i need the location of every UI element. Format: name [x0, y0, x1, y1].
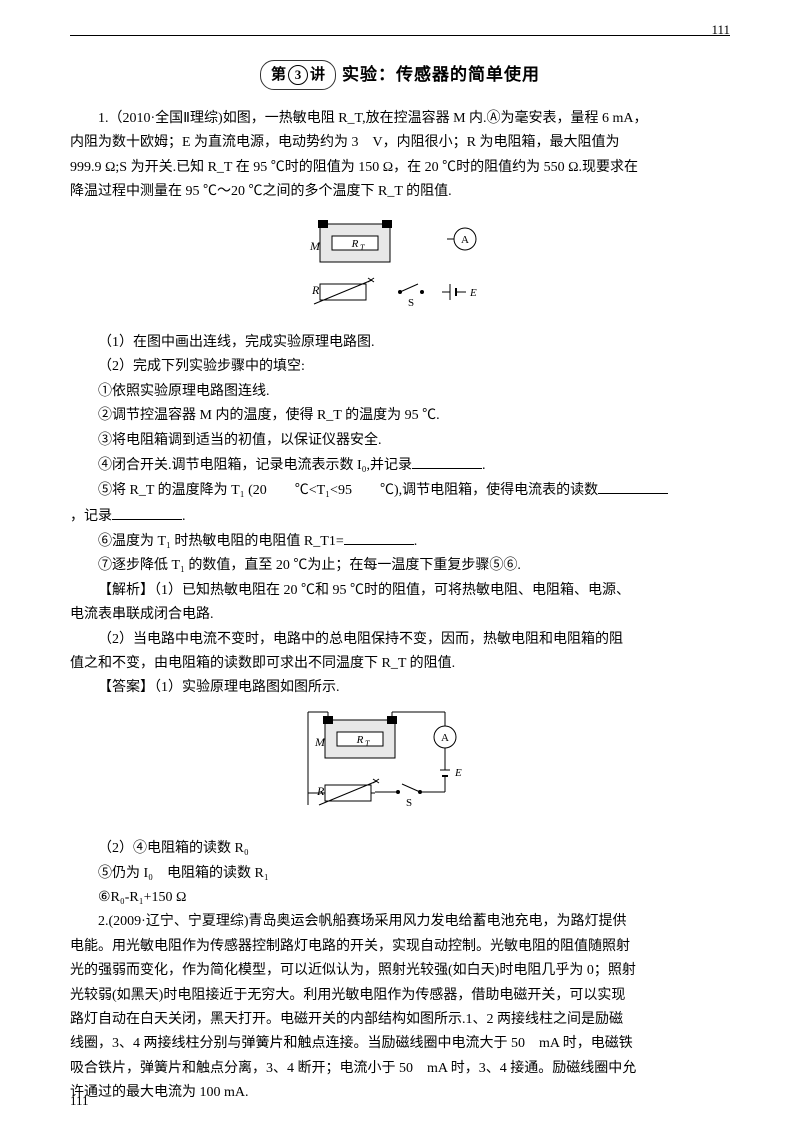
svg-text:R: R — [356, 734, 364, 746]
q2-l1: 2.(2009·辽宁、宁夏理综)青岛奥运会帆船赛场采用风力发电给蓄电池充电，为路… — [70, 911, 730, 933]
q2-l5: 路灯自动在白天关闭，黑天打开。电磁开关的内部结构如图所示.1、2 两接线柱之间是… — [70, 1009, 730, 1031]
q1-s2: ②调节控温容器 M 内的温度，使得 R_T 的温度为 95 ℃. — [70, 405, 730, 427]
svg-text:M: M — [314, 735, 326, 749]
q1-s6: ⑥温度为 T₁ 时热敏电阻的电阻值 R_T1=. — [70, 530, 730, 553]
svg-text:E: E — [469, 287, 477, 299]
blank-1 — [412, 454, 482, 469]
q1-s5b: ，记录 — [70, 509, 112, 524]
q1-s1: ①依照实验原理电路图连线. — [70, 381, 730, 403]
tab-prefix: 第 — [271, 63, 286, 87]
svg-text:E: E — [454, 767, 462, 779]
q1-s6a: ⑥温度为 T₁ 时热敏电阻的电阻值 R_T1= — [98, 534, 344, 549]
q1-ans-head: 【答案】（1）实验原理电路图如图所示. — [70, 677, 730, 699]
blank-3 — [112, 505, 182, 520]
tab-suffix: 讲 — [310, 63, 325, 87]
svg-text:S: S — [406, 797, 412, 809]
q1-s5c: . — [182, 509, 186, 524]
q1-s7: ⑦逐步降低 T₁ 的数值，直至 20 ℃为止；在每一温度下重复步骤⑤⑥. — [70, 555, 730, 577]
blank-4 — [344, 530, 414, 545]
q1-analysis1: 【解析】（1）已知热敏电阻在 20 ℃和 95 ℃时的阻值，可将热敏电阻、电阻箱… — [70, 580, 730, 602]
svg-text:R: R — [351, 238, 359, 250]
q1-s4: ④闭合开关.调节电阻箱，记录电流表示数 I₀,并记录. — [70, 454, 730, 477]
q1-intro-l1: 1.（2010·全国Ⅱ理综)如图，一热敏电阻 R_T,放在控温容器 M 内.Ⓐ为… — [70, 108, 730, 130]
page-number-top: 111 — [711, 20, 730, 41]
lesson-number: 3 — [288, 65, 308, 85]
q1-intro-l3: 999.9 Ω;S 为开关.已知 R_T 在 95 ℃时的阻值为 150 Ω，在… — [70, 157, 730, 179]
q1-ans-p5: ⑤仍为 I₀ 电阻箱的读数 R₁ — [70, 863, 730, 885]
svg-text:A: A — [441, 732, 449, 744]
svg-text:T: T — [360, 243, 365, 252]
q2-l3: 光的强弱而变化，作为简化模型，可以近似认为，照射光较强(如白天)时电阻几乎为 0… — [70, 960, 730, 982]
top-rule — [70, 35, 730, 36]
q1-analysis3: （2）当电路中电流不变时，电路中的总电阻保持不变，因而，热敏电阻和电阻箱的阻 — [70, 629, 730, 651]
q1-p1: （1）在图中画出连线，完成实验原理电路图. — [70, 332, 730, 354]
q1-s4a: ④闭合开关.调节电阻箱，记录电流表示数 I₀,并记录 — [98, 458, 412, 473]
q1-s3: ③将电阻箱调到适当的初值，以保证仪器安全. — [70, 430, 730, 452]
q2-l7: 吸合铁片，弹簧片和触点分离，3、4 断开；电流小于 50 mA 时，3、4 接通… — [70, 1058, 730, 1080]
blank-2 — [598, 479, 668, 494]
figure-1: R T M A R S — [70, 214, 730, 322]
q2-l4: 光较弱(如黑天)时电阻接近于无穷大。利用光敏电阻作为传感器，借助电磁开关，可以实… — [70, 985, 730, 1007]
figure-2: R T M A E — [70, 710, 730, 828]
page-number-bottom: 111 — [70, 1091, 89, 1112]
q1-s5-line2: ，记录. — [70, 505, 730, 528]
q2-l8: 许通过的最大电流为 100 mA. — [70, 1082, 730, 1104]
lesson-tab: 第 3 讲 — [260, 60, 336, 90]
body-text: 1.（2010·全国Ⅱ理综)如图，一热敏电阻 R_T,放在控温容器 M 内.Ⓐ为… — [70, 108, 730, 1105]
q1-s6b: . — [414, 534, 418, 549]
page: 111 第 3 讲 实验：传感器的简单使用 1.（2010·全国Ⅱ理综)如图，一… — [0, 0, 800, 1132]
q1-ans-p6: ⑥R₀-R₁+150 Ω — [70, 887, 730, 909]
svg-text:M: M — [309, 239, 321, 253]
q1-analysis2: 电流表串联成闭合电路. — [70, 604, 730, 626]
title-text: 实验：传感器的简单使用 — [342, 61, 540, 88]
q1-ans-p2: （2）④电阻箱的读数 R₀ — [70, 838, 730, 860]
q2-l2: 电能。用光敏电阻作为传感器控制路灯电路的开关，实现自动控制。光敏电阻的阻值随照射 — [70, 936, 730, 958]
title-banner: 第 3 讲 实验：传感器的简单使用 — [70, 60, 730, 90]
q1-analysis4: 值之和不变，由电阻箱的读数即可求出不同温度下 R_T 的阻值. — [70, 653, 730, 675]
q1-s4b: . — [482, 458, 486, 473]
q2-l6: 线圈，3、4 两接线柱分别与弹簧片和触点连接。当励磁线圈中电流大于 50 mA … — [70, 1033, 730, 1055]
svg-text:T: T — [365, 739, 370, 748]
svg-text:R: R — [311, 283, 320, 297]
q1-s5a: ⑤将 R_T 的温度降为 T₁ (20 ℃<T₁<95 ℃),调节电阻箱，使得电… — [98, 483, 598, 498]
svg-text:S: S — [408, 297, 414, 309]
q1-p2: （2）完成下列实验步骤中的填空: — [70, 356, 730, 378]
q1-intro-l2: 内阻为数十欧姆；E 为直流电源，电动势约为 3 V，内阻很小；R 为电阻箱，最大… — [70, 132, 730, 154]
svg-text:A: A — [461, 234, 469, 246]
q1-intro-l4: 降温过程中测量在 95 ℃～20 ℃之间的多个温度下 R_T 的阻值. — [70, 181, 730, 203]
q1-s5: ⑤将 R_T 的温度降为 T₁ (20 ℃<T₁<95 ℃),调节电阻箱，使得电… — [70, 479, 730, 502]
svg-text:R: R — [316, 784, 325, 798]
